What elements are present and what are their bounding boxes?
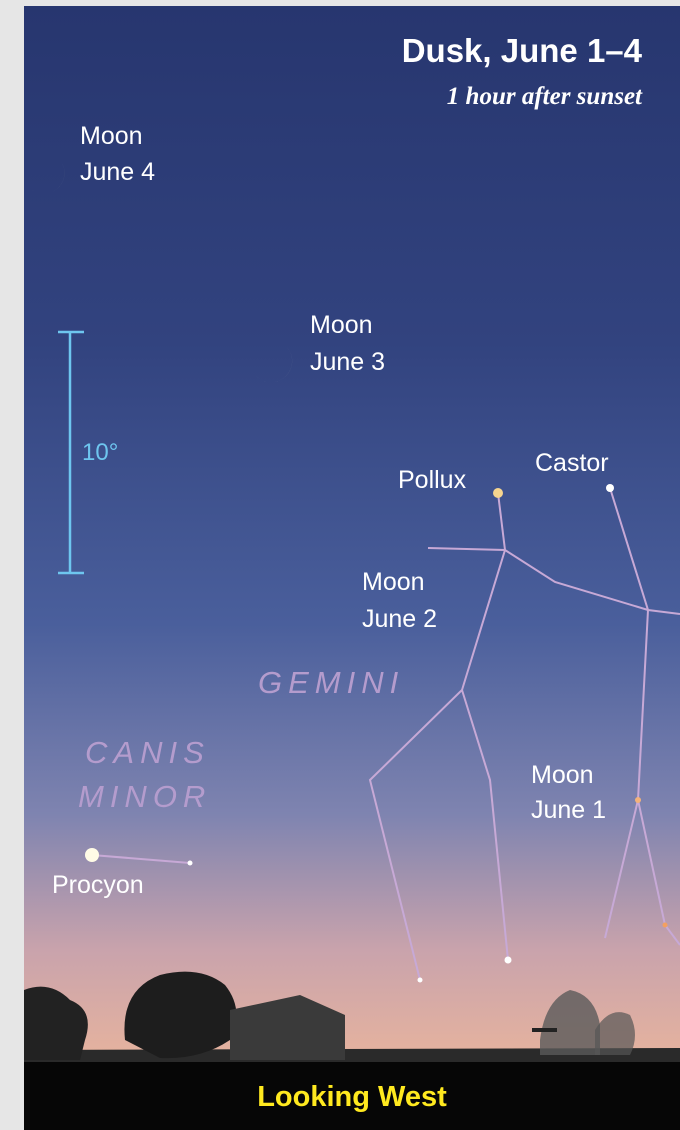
moon-date: June 1 xyxy=(531,796,606,824)
star-label: Pollux xyxy=(398,466,467,494)
moon-date: June 2 xyxy=(362,605,437,633)
moon-label: Moon xyxy=(531,761,594,789)
constellation-label: GEMINI xyxy=(258,665,404,700)
sky-chart: Dusk, June 1–4 1 hour after sunset Moon … xyxy=(0,0,680,1130)
footer: Looking West xyxy=(257,1081,447,1113)
constellation-label: MINOR xyxy=(78,779,211,814)
star-label: Castor xyxy=(535,449,609,477)
subtitle: 1 hour after sunset xyxy=(447,83,643,110)
moon-date: June 3 xyxy=(310,348,385,376)
scale-label: 10° xyxy=(82,439,118,466)
moon-label: Moon xyxy=(310,311,373,339)
moon-label: Moon xyxy=(362,568,425,596)
star-label: Procyon xyxy=(52,871,144,899)
title: Dusk, June 1–4 xyxy=(402,32,643,69)
constellation-label: CANIS xyxy=(85,735,210,770)
moon-label: Moon xyxy=(80,122,143,150)
moon-date: June 4 xyxy=(80,158,155,186)
page: Dusk, June 1–4 1 hour after sunset Moon … xyxy=(0,0,680,1130)
